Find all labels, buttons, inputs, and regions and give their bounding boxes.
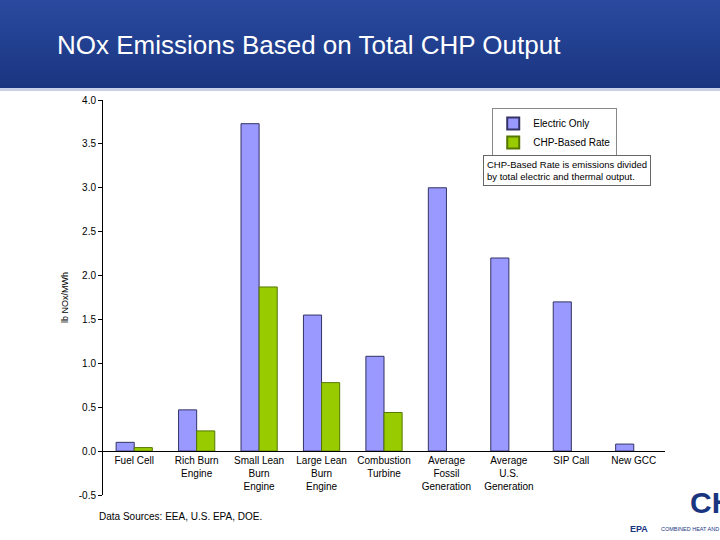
svg-text:3.5: 3.5	[82, 138, 96, 149]
svg-text:NOx Emissions Based on Total C: NOx Emissions Based on Total CHP Output	[57, 30, 561, 60]
svg-text:COMBINED HEAT AND POWER PARTNE: COMBINED HEAT AND POWER PARTNERSHIP	[661, 526, 720, 532]
svg-text:CHP: CHP	[690, 486, 720, 519]
svg-text:AverageFossilGeneration: AverageFossilGeneration	[422, 455, 471, 492]
svg-text:4.0: 4.0	[82, 95, 96, 106]
svg-text:2.5: 2.5	[82, 226, 96, 237]
svg-text:1.0: 1.0	[82, 358, 96, 369]
svg-text:Fuel Cell: Fuel Cell	[114, 455, 153, 466]
svg-text:-0.5: -0.5	[79, 490, 97, 501]
svg-text:New GCC: New GCC	[611, 455, 656, 466]
svg-text:EPA: EPA	[630, 524, 648, 534]
svg-text:SIP Call: SIP Call	[553, 455, 589, 466]
svg-text:3.0: 3.0	[82, 182, 96, 193]
svg-text:Small LeanBurnEngine: Small LeanBurnEngine	[234, 455, 284, 492]
svg-text:CombustionTurbine: CombustionTurbine	[357, 455, 410, 479]
svg-text:Rich BurnEngine: Rich BurnEngine	[175, 455, 219, 479]
svg-text:Large LeanBurnEngine: Large LeanBurnEngine	[296, 455, 347, 492]
svg-text:Data Sources: EEA, U.S. EPA, D: Data Sources: EEA, U.S. EPA, DOE.	[99, 511, 262, 522]
svg-text:lb NOx/MWh: lb NOx/MWh	[60, 272, 70, 323]
svg-text:1.5: 1.5	[82, 314, 96, 325]
svg-text:0.5: 0.5	[82, 402, 96, 413]
svg-text:0.0: 0.0	[82, 446, 96, 457]
svg-text:2.0: 2.0	[82, 270, 96, 281]
svg-text:AverageU.S.Generation: AverageU.S.Generation	[484, 455, 533, 492]
svg-text:CHP-Based Rate is emissions di: CHP-Based Rate is emissions dividedby to…	[487, 159, 647, 182]
svg-text:CHP-Based Rate: CHP-Based Rate	[533, 137, 610, 148]
svg-text:Electric Only: Electric Only	[533, 118, 589, 129]
